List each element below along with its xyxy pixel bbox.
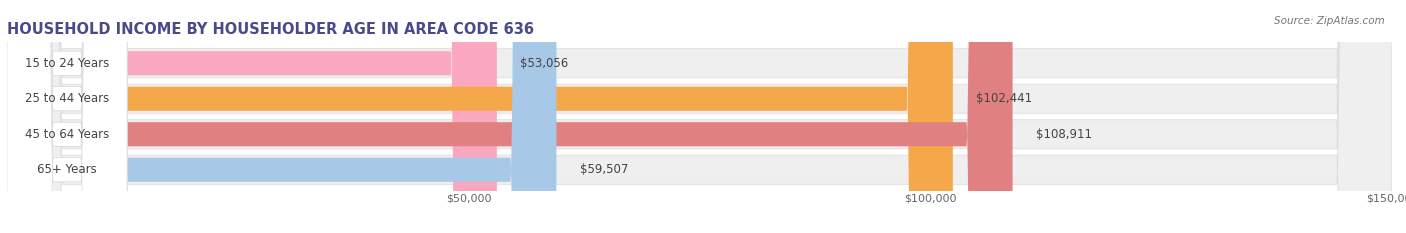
Text: HOUSEHOLD INCOME BY HOUSEHOLDER AGE IN AREA CODE 636: HOUSEHOLD INCOME BY HOUSEHOLDER AGE IN A… (7, 22, 534, 37)
FancyBboxPatch shape (7, 0, 1392, 233)
FancyBboxPatch shape (7, 0, 127, 233)
Text: $53,056: $53,056 (520, 57, 568, 70)
FancyBboxPatch shape (7, 0, 127, 233)
FancyBboxPatch shape (7, 0, 1012, 233)
FancyBboxPatch shape (7, 0, 1392, 233)
FancyBboxPatch shape (7, 0, 127, 233)
FancyBboxPatch shape (7, 0, 1392, 233)
Text: $108,911: $108,911 (1036, 128, 1091, 141)
FancyBboxPatch shape (7, 0, 127, 233)
FancyBboxPatch shape (7, 0, 953, 233)
FancyBboxPatch shape (7, 0, 496, 233)
Text: $102,441: $102,441 (976, 92, 1032, 105)
Text: 45 to 64 Years: 45 to 64 Years (25, 128, 110, 141)
Text: 65+ Years: 65+ Years (37, 163, 97, 176)
Text: 25 to 44 Years: 25 to 44 Years (25, 92, 110, 105)
Text: 15 to 24 Years: 15 to 24 Years (25, 57, 110, 70)
FancyBboxPatch shape (7, 0, 557, 233)
Text: $59,507: $59,507 (579, 163, 628, 176)
Text: Source: ZipAtlas.com: Source: ZipAtlas.com (1274, 16, 1385, 26)
FancyBboxPatch shape (7, 0, 1392, 233)
